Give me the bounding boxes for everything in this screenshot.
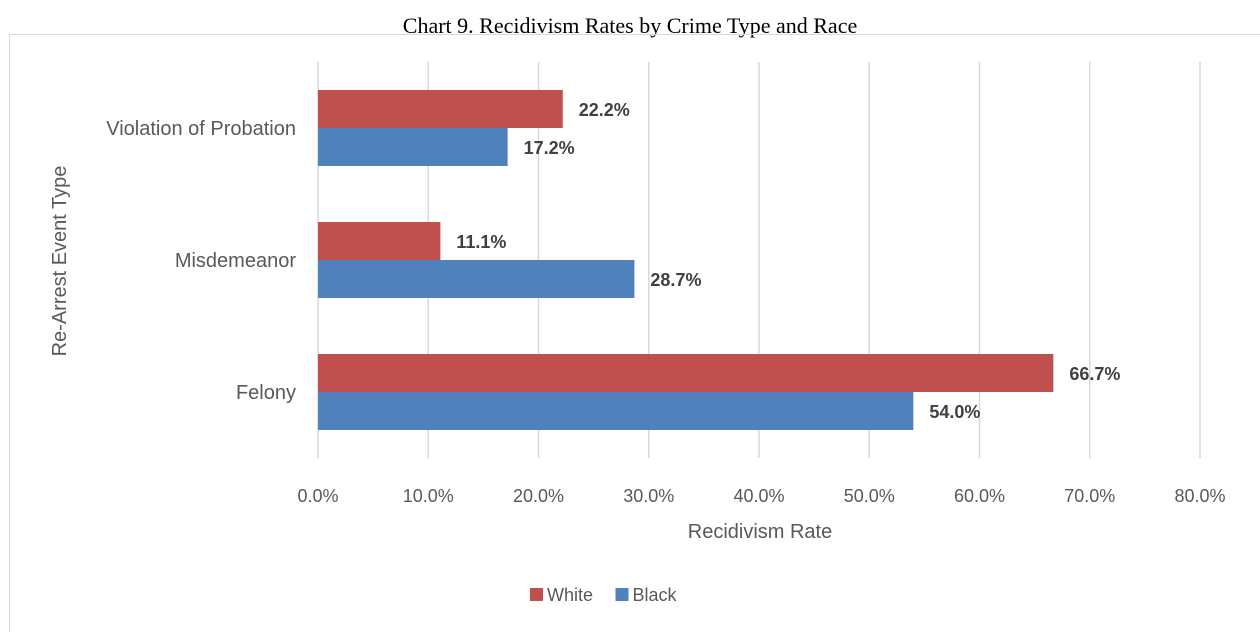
legend-label: Black (633, 585, 678, 605)
data-label: 11.1% (456, 232, 506, 252)
x-tick-labels: 0.0% 10.0% 20.0% 30.0% 40.0% 50.0% 60.0% 70.0% 8… (297, 486, 1225, 506)
legend-swatch-white (530, 588, 543, 601)
bar-white (318, 90, 563, 128)
x-tick-label: 70.0% (1064, 486, 1115, 506)
x-tick-label: 40.0% (733, 486, 784, 506)
bar-black (318, 392, 914, 430)
bar-white (318, 354, 1054, 392)
legend: White Black (530, 585, 678, 605)
x-tick-label: 10.0% (403, 486, 454, 506)
data-label: 17.2% (524, 138, 575, 158)
data-label: 22.2% (579, 100, 630, 120)
x-tick-label: 80.0% (1174, 486, 1225, 506)
bar-black (318, 260, 635, 298)
data-label: 54.0% (929, 402, 980, 422)
bars (318, 90, 1054, 430)
category-label: Felony (236, 382, 296, 404)
data-label: 28.7% (650, 270, 701, 290)
x-axis-title: Recidivism Rate (688, 521, 832, 543)
category-label: Misdemeanor (175, 250, 297, 272)
x-tick-label: 0.0% (297, 486, 338, 506)
chart-frame (9, 34, 1260, 632)
data-label: 66.7% (1069, 364, 1120, 384)
x-tick-label: 20.0% (513, 486, 564, 506)
chart-title: Chart 9. Recidivism Rates by Crime Type … (402, 13, 858, 38)
x-tick-label: 30.0% (623, 486, 674, 506)
category-labels: Violation of Probation Misdemeanor Felony (106, 118, 296, 404)
bar-black (318, 128, 508, 166)
data-labels: 22.2%17.2% 11.1% 28.7% 66.7% 54.0% (456, 100, 1120, 422)
category-label: Violation of Probation (106, 118, 296, 140)
legend-label: White (547, 585, 593, 605)
legend-swatch-black (615, 588, 629, 601)
bar-white (318, 222, 441, 260)
x-tick-label: 50.0% (844, 486, 895, 506)
x-tick-label: 60.0% (954, 486, 1005, 506)
y-axis-title: Re-Arrest Event Type (49, 166, 71, 357)
